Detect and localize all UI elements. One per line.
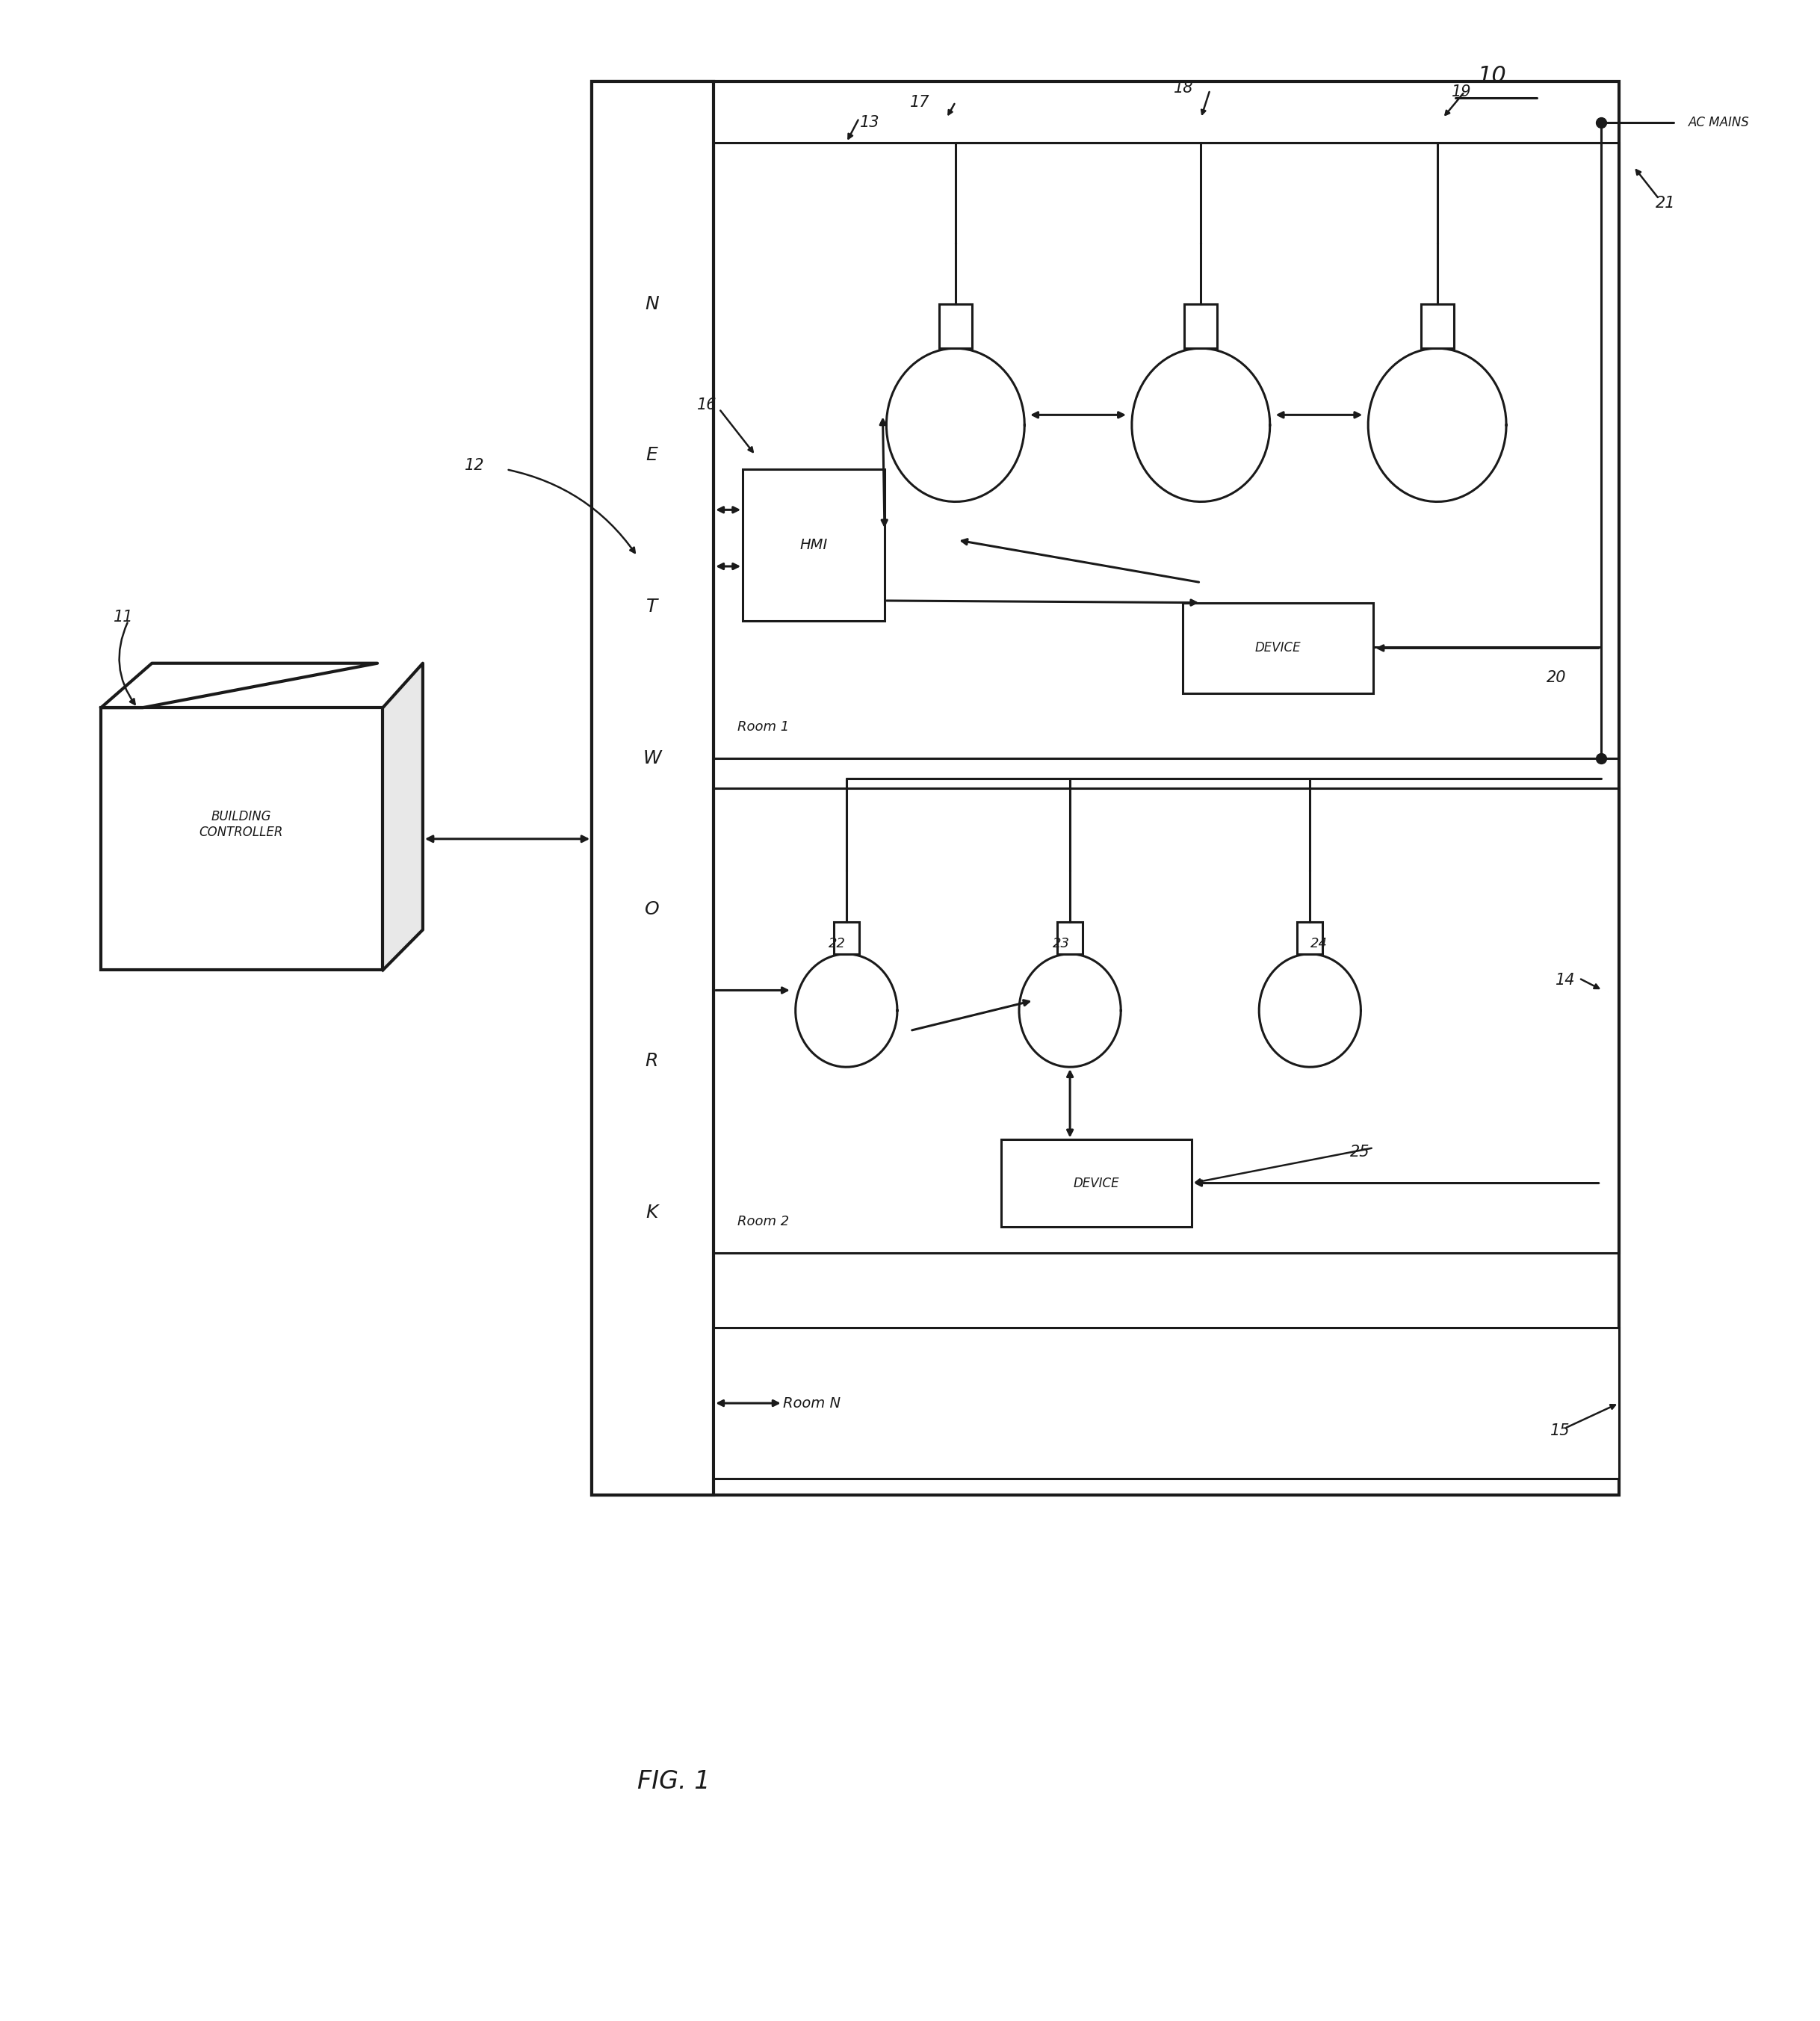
Bar — [834, 922, 859, 954]
Text: DEVICE: DEVICE — [1074, 1176, 1119, 1190]
Bar — [713, 1328, 1620, 1479]
Bar — [713, 788, 1620, 1253]
Bar — [592, 81, 713, 1496]
Text: 25: 25 — [1350, 1144, 1370, 1160]
Text: 24: 24 — [1310, 938, 1327, 950]
Bar — [592, 81, 1620, 1496]
Text: HMI: HMI — [799, 538, 828, 552]
Text: 23: 23 — [1052, 938, 1070, 950]
Text: W: W — [642, 750, 661, 768]
Bar — [102, 707, 382, 970]
Text: 21: 21 — [1656, 196, 1674, 210]
Text: K: K — [646, 1202, 659, 1221]
Text: 22: 22 — [828, 938, 846, 950]
Text: Room N: Room N — [783, 1397, 841, 1411]
Text: FIG. 1: FIG. 1 — [637, 1770, 710, 1795]
Text: 17: 17 — [910, 95, 930, 109]
Text: 20: 20 — [1547, 669, 1565, 685]
Text: 15: 15 — [1551, 1423, 1569, 1437]
Bar — [1421, 303, 1454, 348]
Text: 11: 11 — [113, 610, 133, 624]
Text: Room 2: Room 2 — [737, 1215, 790, 1229]
Polygon shape — [102, 663, 377, 707]
Polygon shape — [382, 663, 422, 970]
Text: Room 1: Room 1 — [737, 719, 790, 734]
Bar — [1185, 303, 1218, 348]
Text: R: R — [646, 1053, 659, 1069]
Text: 14: 14 — [1556, 972, 1574, 988]
Text: 18: 18 — [1174, 81, 1194, 95]
Bar — [1057, 922, 1083, 954]
Text: BUILDING
CONTROLLER: BUILDING CONTROLLER — [198, 810, 282, 839]
Bar — [939, 303, 972, 348]
Text: 10: 10 — [1478, 65, 1507, 87]
Text: O: O — [644, 901, 659, 918]
Text: AC MAINS: AC MAINS — [1689, 115, 1749, 129]
Text: 16: 16 — [697, 398, 717, 412]
Text: DEVICE: DEVICE — [1256, 641, 1301, 655]
Bar — [1298, 922, 1323, 954]
Bar — [743, 469, 885, 620]
Bar — [1001, 1140, 1192, 1227]
Text: 13: 13 — [861, 115, 879, 129]
Text: T: T — [646, 598, 657, 616]
Bar — [1183, 602, 1374, 693]
Text: E: E — [646, 447, 657, 465]
Text: 12: 12 — [464, 459, 484, 473]
Text: N: N — [644, 295, 659, 313]
Text: 19: 19 — [1452, 85, 1472, 99]
Bar — [713, 141, 1620, 758]
